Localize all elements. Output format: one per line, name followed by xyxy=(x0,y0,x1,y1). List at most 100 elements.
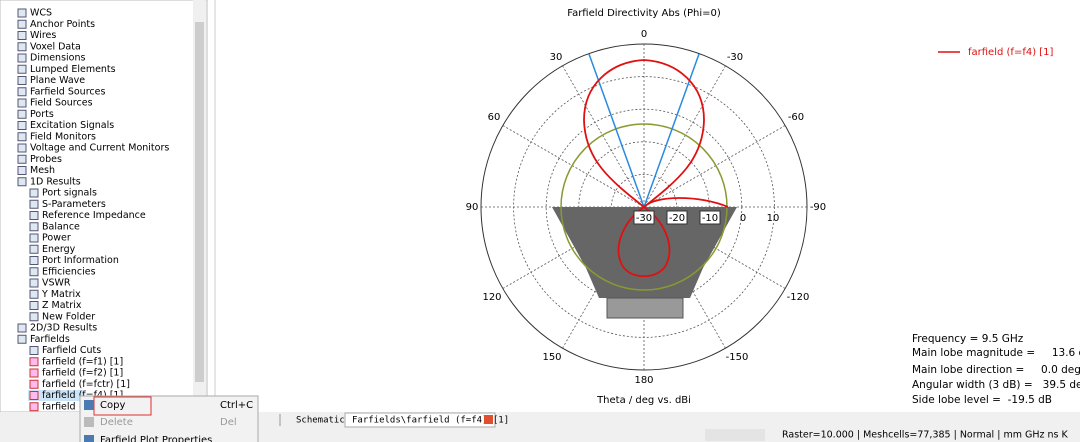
info-line: Angular width (3 dB) = 39.5 deg. xyxy=(912,379,1080,391)
tree-icon xyxy=(29,278,39,288)
tab[interactable]: Farfields\farfield (f=f4) [1] xyxy=(352,416,509,426)
tree-icon xyxy=(29,402,39,412)
angle-label: 30 xyxy=(550,52,563,63)
angle-label: -90 xyxy=(810,202,826,213)
status-text: Raster=10.000 | Meshcells=77,385 | Norma… xyxy=(782,430,1068,441)
tree-icon xyxy=(17,132,27,142)
toolbar-icons[interactable] xyxy=(705,429,765,441)
tree-item[interactable]: Anchor Points xyxy=(30,19,95,30)
tree-item[interactable]: Port Information xyxy=(42,255,119,266)
tree-item[interactable]: 1D Results xyxy=(30,176,81,187)
tree-item[interactable]: 2D/3D Results xyxy=(30,323,97,334)
menu-item[interactable]: Delete xyxy=(100,417,133,428)
tree-item[interactable]: Mesh xyxy=(30,165,55,176)
angle-label: 0 xyxy=(641,29,647,40)
tree-item[interactable]: Field Sources xyxy=(30,98,93,109)
tree-icon xyxy=(17,31,27,40)
menu-item[interactable]: Farfield Plot Properties xyxy=(100,435,212,442)
tree-item[interactable]: Wires xyxy=(30,30,56,41)
tree-icon xyxy=(17,334,27,344)
scroll-thumb[interactable] xyxy=(195,22,204,382)
tree-icon xyxy=(17,98,27,108)
tree-icon xyxy=(29,289,39,299)
tree-item[interactable]: Ports xyxy=(30,109,54,120)
tree-icon xyxy=(29,211,39,220)
tree-icon xyxy=(17,42,27,52)
db-label: -10 xyxy=(702,213,718,224)
tree-icon xyxy=(29,233,39,243)
tree-item[interactable]: Farfield Cuts xyxy=(42,345,101,356)
menu-icon xyxy=(84,400,94,410)
tree-icon xyxy=(17,64,27,74)
label-bg xyxy=(633,210,655,225)
tree-item[interactable]: VSWR xyxy=(42,278,71,289)
angle-label: -60 xyxy=(788,112,804,123)
tree-item[interactable]: Energy xyxy=(42,244,76,255)
sidelobe-bar xyxy=(606,297,684,319)
menu-icon xyxy=(84,435,94,442)
tree-icon xyxy=(17,19,27,29)
tree-icon xyxy=(29,312,39,322)
tree-icon xyxy=(29,222,39,232)
tree-item[interactable]: Port signals xyxy=(42,188,97,199)
tree-item[interactable]: WCS xyxy=(30,8,52,19)
menu-shortcut: Ctrl+C xyxy=(220,400,253,411)
tree-item[interactable]: farfield (f=fctr) [1] xyxy=(42,379,130,390)
angle-label: -30 xyxy=(727,52,743,63)
angle-label: 60 xyxy=(488,112,501,123)
info-line: Side lobe level = -19.5 dB xyxy=(912,394,1052,406)
tree-item[interactable]: Balance xyxy=(42,221,80,232)
tree-item[interactable]: Lumped Elements xyxy=(30,64,116,75)
label-bg xyxy=(666,210,688,225)
tree-icon xyxy=(29,357,39,367)
tree-item[interactable]: New Folder xyxy=(42,311,95,322)
db-label: 0 xyxy=(740,213,746,224)
tree-icon xyxy=(29,301,39,310)
tree-item[interactable]: farfield (f xyxy=(42,401,86,412)
info-line: Main lobe direction = 0.0 deg. xyxy=(912,364,1080,376)
tree-icon xyxy=(17,8,27,18)
menu-shortcut: Del xyxy=(220,417,237,428)
info-line: Main lobe magnitude = 13.6 dBi xyxy=(912,347,1080,359)
tree-item[interactable]: Farfields xyxy=(30,334,70,345)
tree-item[interactable]: farfield (f=f2) [1] xyxy=(42,368,123,379)
tree-item[interactable]: Farfield Sources xyxy=(30,86,105,97)
tree-icon xyxy=(29,379,39,389)
tree-icon xyxy=(17,143,27,153)
tree-icon xyxy=(29,368,39,378)
info-line: Frequency = 9.5 GHz xyxy=(912,333,1024,345)
legend-label: farfield (f=f4) [1] xyxy=(968,47,1054,58)
tree-icon xyxy=(29,391,39,400)
tab[interactable]: Schematic xyxy=(296,416,345,426)
tree-item[interactable]: Excitation Signals xyxy=(30,120,114,131)
tree-item[interactable]: Probes xyxy=(30,154,62,165)
tree-icon xyxy=(17,177,27,187)
active-tab[interactable] xyxy=(344,412,496,428)
tree-item[interactable]: S-Parameters xyxy=(42,199,106,210)
tree-item[interactable]: Plane Wave xyxy=(30,75,85,86)
tree-icon xyxy=(17,154,27,164)
tree-item[interactable]: farfield (f=f1) [1] xyxy=(42,356,123,367)
tree-item[interactable]: Reference Impedance xyxy=(42,210,146,221)
tree-item[interactable]: Y Matrix xyxy=(41,289,81,300)
plot-title: Farfield Directivity Abs (Phi=0) xyxy=(567,8,721,19)
angle-label: -150 xyxy=(726,352,749,363)
tree-icon xyxy=(17,87,27,97)
tree-item[interactable]: Voxel Data xyxy=(30,41,81,52)
tree-item[interactable]: Field Monitors xyxy=(30,131,96,142)
tree-item[interactable]: Voltage and Current Monitors xyxy=(30,143,169,154)
angle-label: -120 xyxy=(787,292,810,303)
tree-icon xyxy=(17,166,27,175)
tree-icon xyxy=(29,199,39,209)
tab-close[interactable] xyxy=(484,415,493,424)
tree-item[interactable]: Efficiencies xyxy=(42,266,96,277)
label-bg xyxy=(699,210,721,225)
menu-item[interactable]: Copy xyxy=(100,400,125,411)
tree-item[interactable]: Z Matrix xyxy=(42,300,82,311)
axis-label: Theta / deg vs. dBi xyxy=(596,395,691,406)
db-label: 10 xyxy=(767,213,780,224)
tree-item[interactable]: Power xyxy=(42,233,71,244)
tree-item[interactable]: Dimensions xyxy=(30,53,85,64)
tree-icon xyxy=(29,244,39,254)
